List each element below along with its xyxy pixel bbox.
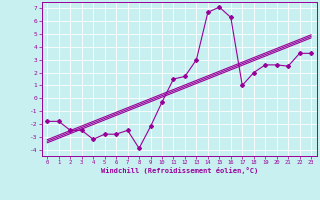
X-axis label: Windchill (Refroidissement éolien,°C): Windchill (Refroidissement éolien,°C) — [100, 167, 258, 174]
